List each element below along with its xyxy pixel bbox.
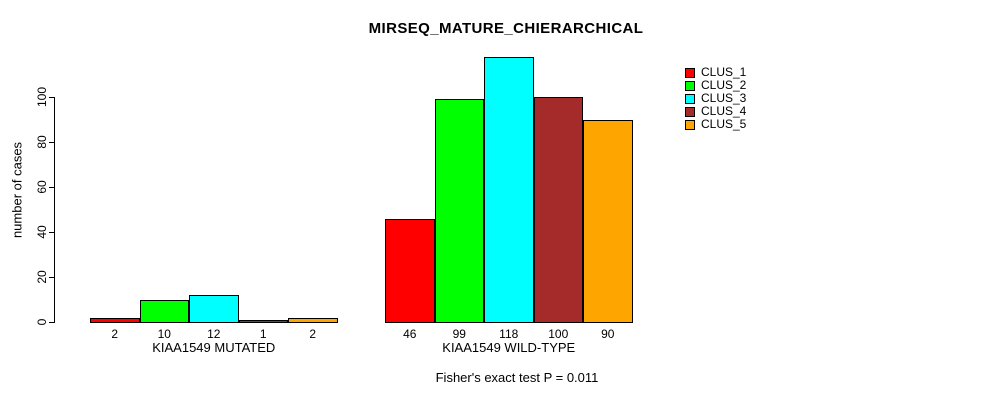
y-tick-label: 60 — [35, 180, 49, 194]
x-group-label: KIAA1549 WILD-TYPE — [442, 340, 576, 355]
y-axis-line — [54, 97, 55, 323]
bar-clus_3-group2 — [484, 56, 534, 323]
bar-clus_5-group2 — [583, 119, 633, 323]
y-tick-label: 80 — [35, 135, 49, 149]
bar-value-label: 10 — [157, 327, 171, 341]
bar-clus_3-group1 — [189, 295, 239, 323]
legend-label: CLUS_4 — [701, 104, 747, 118]
bar-value-label: 12 — [207, 327, 221, 341]
fisher-test-annotation: Fisher's exact test P = 0.011 — [435, 370, 599, 385]
legend-swatch-icon — [685, 93, 695, 104]
legend-row: CLUS_2 — [685, 79, 746, 92]
bar-value-label: 2 — [309, 327, 317, 341]
chart-title: MIRSEQ_MATURE_CHIERARCHICAL — [368, 20, 644, 37]
y-axis-label: number of cases — [9, 141, 25, 239]
y-tick-label: 100 — [35, 86, 49, 108]
bar-clus_2-group1 — [139, 299, 189, 323]
y-tick-label: 20 — [35, 270, 49, 284]
y-tick-label: 0 — [35, 318, 49, 326]
legend-swatch-icon — [685, 106, 695, 117]
x-group-label: KIAA1549 MUTATED — [152, 340, 276, 355]
legend-row: CLUS_3 — [685, 92, 746, 105]
legend: CLUS_1 CLUS_2 CLUS_3 CLUS_4 CLUS_5 — [685, 66, 746, 131]
legend-swatch-icon — [685, 80, 695, 91]
legend-label: CLUS_1 — [701, 65, 747, 79]
bar-value-label: 100 — [548, 327, 569, 341]
legend-label: CLUS_2 — [701, 78, 747, 92]
y-tick-label: 40 — [35, 225, 49, 239]
legend-swatch-icon — [685, 67, 695, 78]
bar-value-label: 2 — [111, 327, 119, 341]
bar-clus_5-group1 — [288, 317, 338, 323]
legend-label: CLUS_5 — [701, 117, 747, 131]
y-axis-tick — [49, 187, 55, 188]
bar-clus_4-group1 — [238, 319, 288, 323]
legend-swatch-icon — [685, 119, 695, 130]
y-axis-tick — [49, 232, 55, 233]
legend-row: CLUS_4 — [685, 105, 746, 118]
bar-value-label: 90 — [601, 327, 615, 341]
bar-value-label: 118 — [499, 327, 519, 341]
bar-clus_2-group2 — [434, 99, 484, 323]
y-axis-tick — [49, 322, 55, 323]
bar-clus_1-group2 — [385, 218, 435, 323]
bar-clus_4-group2 — [533, 97, 583, 323]
bar-value-label: 1 — [259, 327, 267, 341]
y-axis-tick — [49, 142, 55, 143]
legend-row: CLUS_5 — [685, 118, 746, 131]
legend-label: CLUS_3 — [701, 91, 747, 105]
legend-row: CLUS_1 — [685, 66, 746, 79]
y-axis-tick — [49, 277, 55, 278]
bar-value-label: 99 — [452, 327, 466, 341]
bar-clus_1-group1 — [90, 317, 140, 323]
y-axis-tick — [49, 97, 55, 98]
bar-value-label: 46 — [403, 327, 417, 341]
